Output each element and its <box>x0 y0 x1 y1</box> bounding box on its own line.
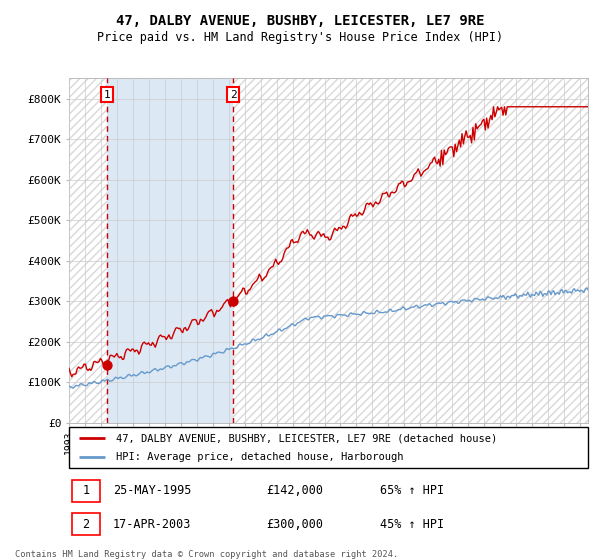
Text: 1: 1 <box>82 484 89 497</box>
Text: £142,000: £142,000 <box>266 484 323 497</box>
Text: 2: 2 <box>82 517 89 531</box>
Text: 65% ↑ HPI: 65% ↑ HPI <box>380 484 445 497</box>
Text: £300,000: £300,000 <box>266 517 323 531</box>
Bar <box>71 480 100 502</box>
Text: 2: 2 <box>230 90 236 100</box>
Text: 1: 1 <box>104 90 110 100</box>
Text: 17-APR-2003: 17-APR-2003 <box>113 517 191 531</box>
Text: 45% ↑ HPI: 45% ↑ HPI <box>380 517 445 531</box>
Bar <box>107 78 233 423</box>
Text: HPI: Average price, detached house, Harborough: HPI: Average price, detached house, Harb… <box>116 452 403 461</box>
Point <box>103 361 112 370</box>
Text: 47, DALBY AVENUE, BUSHBY, LEICESTER, LE7 9RE: 47, DALBY AVENUE, BUSHBY, LEICESTER, LE7… <box>116 14 484 28</box>
Text: 25-MAY-1995: 25-MAY-1995 <box>113 484 191 497</box>
Point <box>229 297 238 306</box>
Text: Contains HM Land Registry data © Crown copyright and database right 2024.
This d: Contains HM Land Registry data © Crown c… <box>15 550 398 560</box>
Text: Price paid vs. HM Land Registry's House Price Index (HPI): Price paid vs. HM Land Registry's House … <box>97 31 503 44</box>
Bar <box>71 513 100 535</box>
Text: 47, DALBY AVENUE, BUSHBY, LEICESTER, LE7 9RE (detached house): 47, DALBY AVENUE, BUSHBY, LEICESTER, LE7… <box>116 433 497 443</box>
